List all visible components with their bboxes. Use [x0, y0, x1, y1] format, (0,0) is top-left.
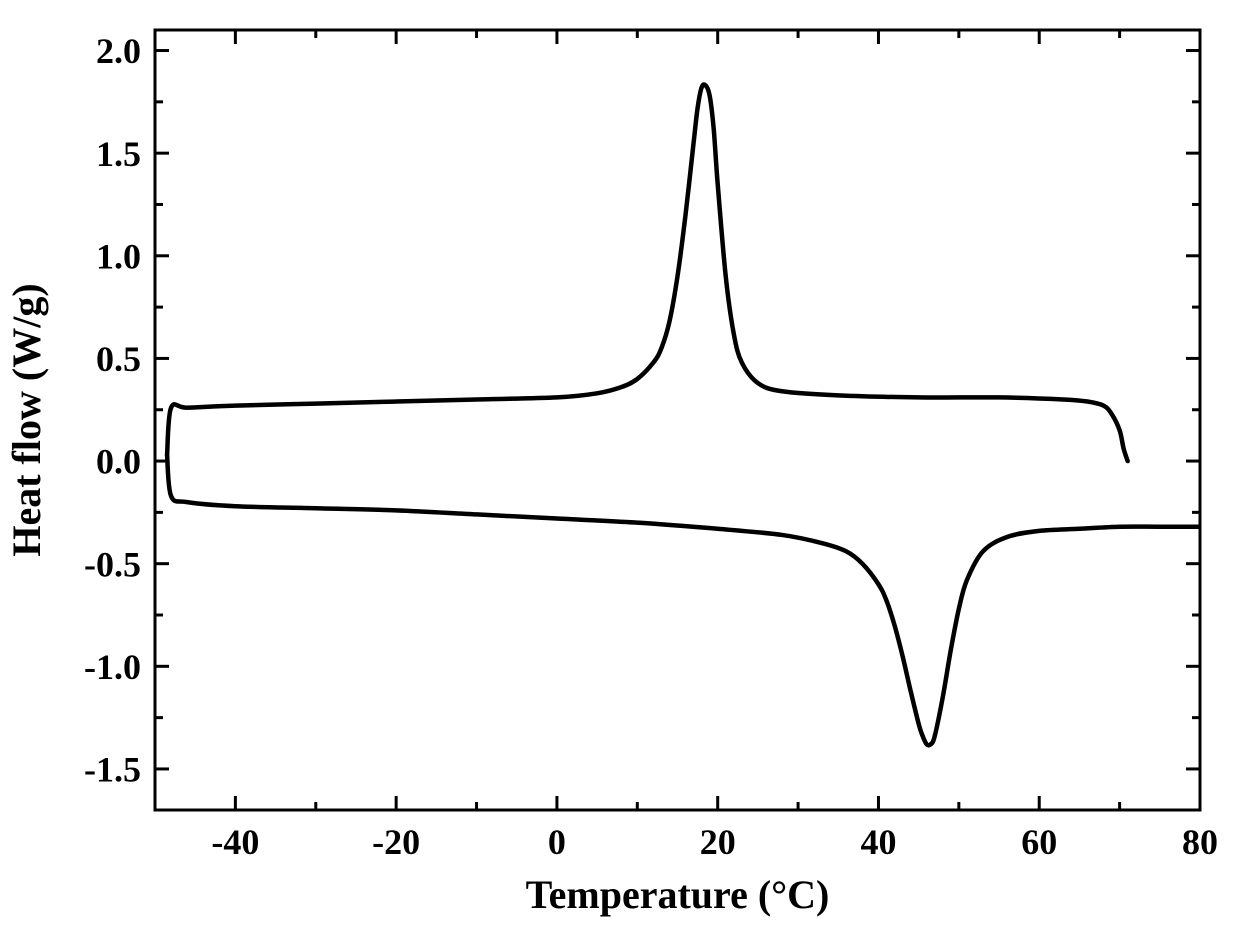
x-tick-label: -40: [211, 822, 259, 862]
x-tick-label: 80: [1182, 822, 1218, 862]
x-axis-label: Temperature (°C): [526, 872, 830, 917]
dsc-chart: -40 -20 0 20 40 60 80 -1.5 -1.0 -0.5 0.0 0.5 1.0 1.5 2…: [0, 0, 1239, 928]
y-tick-label: 0.5: [96, 339, 141, 379]
y-tick-label: -1.0: [84, 647, 141, 687]
y-tick-label: -1.5: [84, 750, 141, 790]
x-tick-label: -20: [372, 822, 420, 862]
y-tick-label: 1.0: [96, 236, 141, 276]
y-tick-label: 1.5: [96, 134, 141, 174]
x-tick-label: 60: [1021, 822, 1057, 862]
chart-svg: -40 -20 0 20 40 60 80 -1.5 -1.0 -0.5 0.0 0.5 1.0 1.5 2…: [0, 0, 1239, 928]
y-axis-label: Heat flow (W/g): [4, 283, 49, 556]
x-tick-label: 40: [860, 822, 896, 862]
x-tick-label: 20: [700, 822, 736, 862]
y-tick-label: 0.0: [96, 442, 141, 482]
x-tick-label: 0: [548, 822, 566, 862]
y-tick-label: 2.0: [96, 31, 141, 71]
y-tick-label: -0.5: [84, 544, 141, 584]
